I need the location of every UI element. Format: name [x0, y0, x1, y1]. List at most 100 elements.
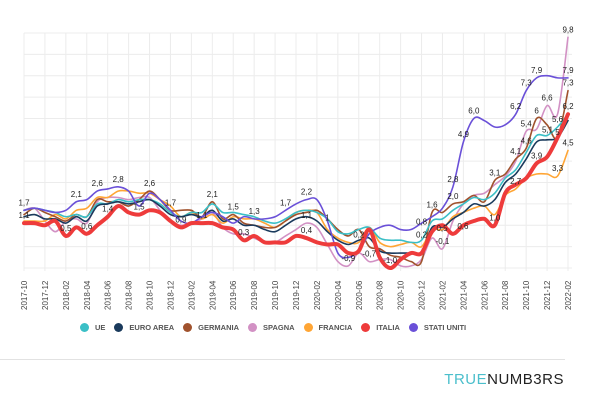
data-label: 6,2	[510, 102, 522, 111]
data-label: 2,1	[71, 190, 83, 199]
data-label: 6,0	[468, 106, 480, 115]
series-line-spagna	[23, 36, 569, 268]
x-tick-label: 2019-08	[250, 280, 259, 310]
x-tick-label: 2018-12	[166, 280, 175, 310]
data-labels: 1,7 1,1 0,5 2,1 0,6 2,6 1,4 2,8 1,5 2,6 1,7 0,9 1,1 2…	[18, 25, 574, 265]
data-label: 0,3	[238, 228, 250, 237]
series-line-stati-uniti	[23, 74, 569, 259]
data-label: 1	[325, 213, 330, 222]
data-label: 0,2	[353, 230, 365, 239]
data-label: 1,6	[426, 200, 438, 209]
legend-label: STATI UNITI	[423, 323, 467, 332]
x-tick-label: 2021-02	[438, 280, 447, 310]
x-tick-label: 2021-08	[501, 280, 510, 310]
data-label: 0,6	[81, 222, 93, 231]
x-tick-label: 2020-04	[334, 280, 343, 310]
data-label: -0,9	[341, 254, 355, 263]
x-tick-label: 2021-10	[522, 280, 531, 310]
data-label: 7,9	[531, 66, 543, 75]
data-label: 7,3	[521, 79, 533, 88]
x-tick-label: 2020-02	[313, 280, 322, 310]
legend-item-spagna[interactable]: SPAGNA	[248, 323, 295, 332]
x-tick-label: 2017-10	[20, 280, 29, 310]
legend-dot-icon	[80, 323, 89, 332]
legend-dot-icon	[361, 323, 371, 332]
x-tick-label: 2019-12	[292, 280, 301, 310]
legend-item-germania[interactable]: GERMANIA	[183, 323, 239, 332]
x-tick-label: 2019-10	[271, 280, 280, 310]
truenumbers-logo: TRUENUMB3RS	[444, 371, 564, 388]
series-lines	[22, 36, 570, 270]
x-tick-label: 2018-10	[146, 280, 155, 310]
data-label: 2,1	[207, 190, 219, 199]
x-tick-label: 2021-04	[459, 280, 468, 310]
legend-item-stati-uniti[interactable]: STATI UNITI	[408, 323, 467, 332]
legend-label: FRANCIA	[318, 323, 353, 332]
data-label: 0,6	[457, 222, 469, 231]
data-label: 0,2	[416, 230, 428, 239]
data-label: 1,3	[249, 207, 261, 216]
data-label: 1,4	[102, 205, 114, 214]
data-label: 2,0	[447, 192, 459, 201]
legend-label: ITALIA	[376, 323, 400, 332]
data-label: 4,1	[510, 147, 522, 156]
legend-item-euro-area[interactable]: EURO AREA	[114, 323, 174, 332]
data-label: 6	[534, 106, 539, 115]
data-label: 4,9	[458, 130, 470, 139]
x-tick-label: 2021-06	[480, 280, 489, 310]
data-label: 5	[555, 128, 560, 137]
data-label: 4,6	[521, 136, 533, 145]
x-tick-label: 2018-06	[104, 280, 113, 310]
data-label: -1,0	[383, 256, 397, 265]
x-tick-label: 2019-06	[229, 280, 238, 310]
data-label: 2,2	[301, 188, 313, 197]
data-label: 7,3	[562, 79, 574, 88]
legend-label: SPAGNA	[263, 323, 295, 332]
data-label: 1,7	[165, 198, 177, 207]
series-line-ue	[23, 113, 569, 244]
data-label: 5,6	[552, 115, 564, 124]
data-label: 1,0	[489, 213, 501, 222]
data-label: 1,1	[196, 211, 208, 220]
legend-dot-icon	[408, 323, 418, 332]
legend-dot-icon	[114, 323, 124, 332]
data-label: 2,7	[510, 177, 522, 186]
data-label: 6,6	[542, 94, 554, 103]
data-label: 9,8	[562, 25, 574, 34]
x-tick-label: 2018-08	[125, 280, 134, 310]
x-tick-label: 2019-04	[208, 280, 217, 310]
legend-dot-icon	[248, 323, 257, 332]
x-axis-ticks: 2017-10 2017-12 2018-02 2018-04 2018-06 2018-…	[20, 280, 573, 310]
data-label: 5,4	[521, 119, 533, 128]
data-label: 2,8	[113, 175, 125, 184]
x-tick-label: 2020-12	[418, 280, 427, 310]
data-label: 0,5	[60, 224, 72, 233]
legend-item-francia[interactable]: FRANCIA	[303, 323, 353, 332]
divider	[0, 359, 565, 360]
data-label: 1,7	[18, 198, 30, 207]
data-label: -0,1	[436, 237, 450, 246]
legend-item-ue[interactable]: UE	[80, 323, 105, 332]
data-label: 1,5	[134, 203, 146, 212]
data-label: 0,5	[436, 224, 448, 233]
data-label: 1,7	[280, 198, 292, 207]
data-label: 0,4	[301, 226, 313, 235]
legend-label: GERMANIA	[198, 323, 239, 332]
data-label: 0,8	[416, 218, 428, 227]
data-label: 4,5	[562, 139, 574, 148]
data-label: 0,9	[175, 215, 187, 224]
series-line-euro-area	[23, 119, 569, 256]
data-label: 2,8	[447, 175, 459, 184]
data-label: 3,3	[552, 164, 564, 173]
x-tick-label: 2022-02	[564, 280, 573, 310]
data-label: 6,2	[562, 102, 574, 111]
x-tick-label: 2017-12	[41, 280, 50, 310]
legend-item-italia[interactable]: ITALIA	[361, 323, 400, 332]
logo-part-numbers: NUMB3RS	[487, 371, 564, 388]
legend-dot-icon	[303, 323, 313, 332]
x-tick-label: 2018-02	[62, 280, 71, 310]
x-tick-label: 2021-12	[543, 280, 552, 310]
data-label: 1,5	[228, 203, 240, 212]
legend: UE EURO AREA GERMANIA SPAGNA FRANCIA ITA…	[80, 323, 475, 332]
data-label: 3,9	[531, 151, 543, 160]
